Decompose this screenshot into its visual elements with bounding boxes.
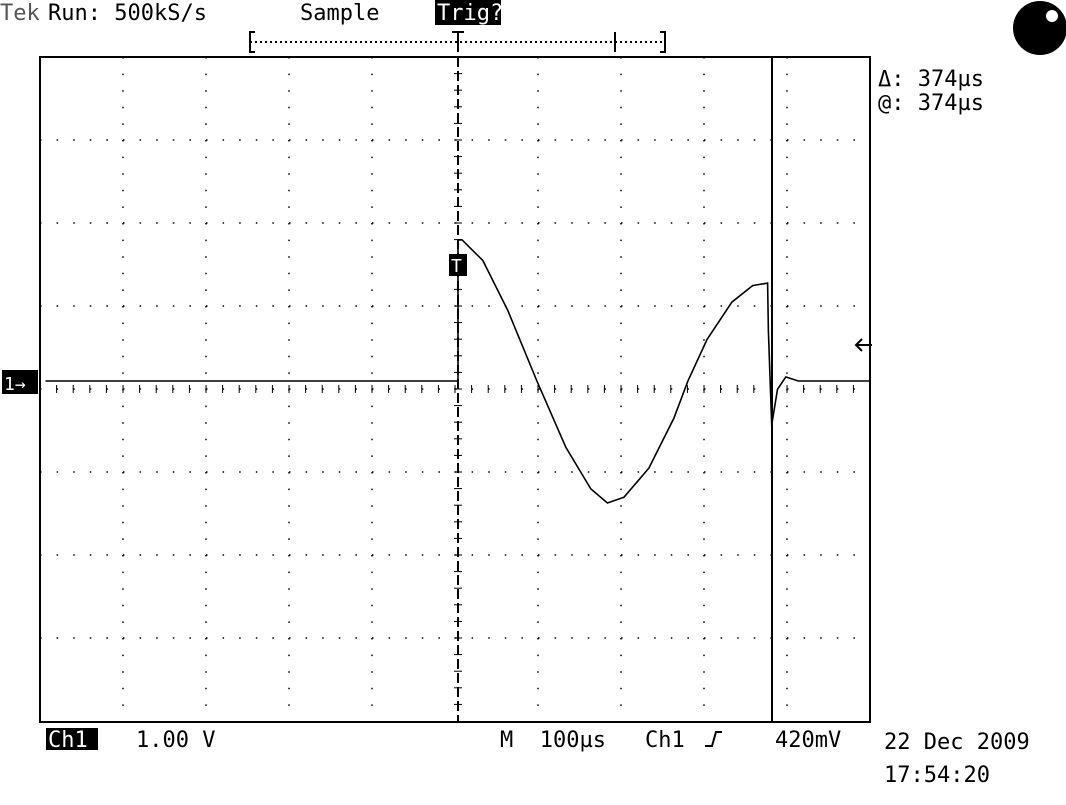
footer-channel: Ch1 bbox=[48, 728, 88, 753]
channel-marker: 1→ bbox=[4, 374, 26, 395]
footer-trig-source: Ch1 bbox=[645, 728, 685, 753]
footer-date: 22 Dec 2009 bbox=[884, 730, 1030, 755]
trigger-marker: T bbox=[451, 256, 462, 277]
record-bracket bbox=[249, 31, 666, 53]
slope-icon bbox=[705, 731, 722, 747]
brand: Tek bbox=[0, 1, 40, 26]
footer-scale: 1.00 V bbox=[136, 728, 215, 753]
graticule bbox=[39, 56, 870, 721]
footer-timebase: M 100µs bbox=[500, 728, 606, 753]
trig-box bbox=[435, 0, 501, 25]
run-status: Run: 500kS/s bbox=[48, 1, 207, 26]
cursor-at: @: 374µs bbox=[878, 91, 984, 116]
ch1-box bbox=[46, 728, 98, 750]
footer-time: 17:54:20 bbox=[884, 763, 990, 788]
status-dot bbox=[1013, 1, 1066, 55]
channel-marker-box bbox=[2, 370, 38, 394]
trigger-marker-box bbox=[449, 254, 467, 276]
waveform bbox=[45, 239, 870, 504]
trigger-level-arrow bbox=[854, 338, 872, 352]
status-dot-highlight bbox=[1046, 10, 1058, 22]
cursor-delta: Δ: 374µs bbox=[878, 67, 984, 92]
acq-mode: Sample bbox=[300, 1, 379, 26]
footer-trig-level: 420mV bbox=[775, 728, 841, 753]
trig-state: Trig? bbox=[437, 1, 503, 26]
